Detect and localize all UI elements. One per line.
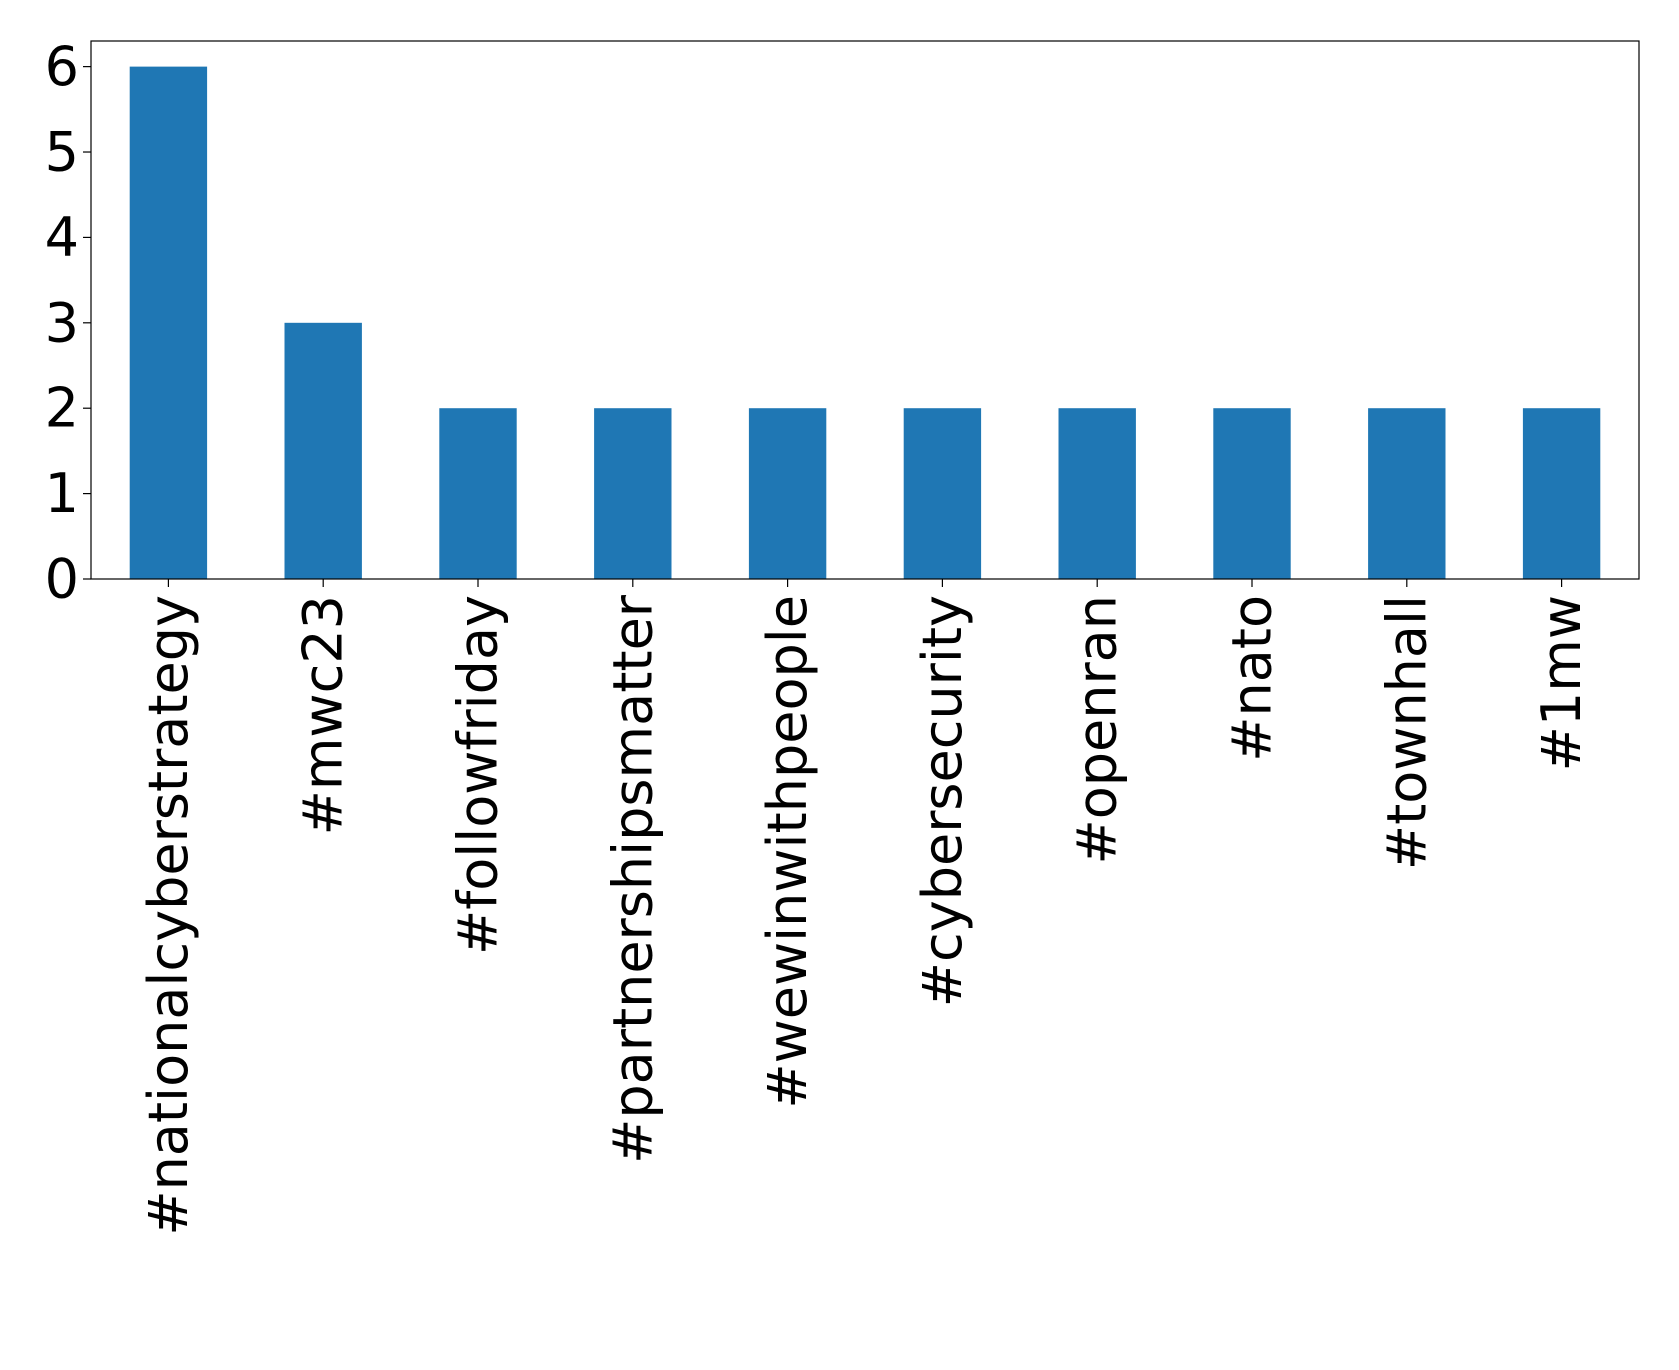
x-tick-label: #partnershipsmatter [601, 594, 664, 1164]
bar [439, 408, 517, 579]
x-tick-label: #nato [1221, 595, 1284, 762]
x-tick-label: #openran [1066, 595, 1129, 865]
y-tick-label: 3 [45, 291, 79, 354]
bar [1058, 408, 1136, 579]
bar [594, 408, 672, 579]
y-tick-label: 4 [45, 206, 79, 269]
x-tick-label: #wewinwithpeople [756, 595, 819, 1109]
y-tick-label: 6 [45, 35, 79, 98]
plot-frame [90, 40, 1640, 580]
bar [748, 408, 827, 579]
bar [1522, 408, 1601, 579]
x-tick-label: #1mw [1530, 595, 1593, 771]
y-tick-label: 2 [45, 377, 79, 440]
bar [1368, 408, 1446, 579]
bar [129, 66, 208, 580]
x-tick-label: #townhall [1375, 595, 1438, 870]
y-tick-label: 5 [45, 121, 79, 184]
y-tick-label: 1 [45, 462, 79, 525]
y-tick-label: 0 [45, 548, 79, 611]
x-tick-label: #mwc23 [292, 595, 355, 835]
x-tick-label: #nationalcyberstrategy [137, 595, 200, 1236]
bar [1213, 408, 1291, 579]
x-tick-label: #followfriday [447, 595, 510, 955]
bar [284, 322, 362, 579]
bar [903, 408, 982, 579]
x-tick-label: #cybersecurity [911, 595, 974, 1007]
